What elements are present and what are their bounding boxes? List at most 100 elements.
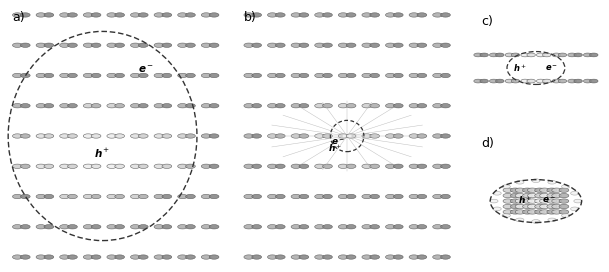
Circle shape (370, 225, 379, 229)
Circle shape (568, 79, 576, 83)
Circle shape (385, 225, 395, 229)
Circle shape (574, 79, 582, 83)
Circle shape (267, 255, 277, 259)
Circle shape (275, 225, 285, 229)
Circle shape (323, 43, 333, 47)
Circle shape (138, 255, 148, 259)
Circle shape (543, 53, 551, 57)
Circle shape (275, 13, 285, 17)
Circle shape (13, 13, 23, 17)
Circle shape (36, 225, 46, 229)
Circle shape (36, 134, 46, 138)
Circle shape (114, 255, 125, 259)
Circle shape (474, 79, 482, 83)
Circle shape (186, 225, 195, 229)
Circle shape (393, 194, 403, 199)
Circle shape (209, 73, 219, 78)
Text: e$^-$: e$^-$ (138, 64, 154, 75)
Circle shape (114, 73, 125, 78)
Circle shape (510, 193, 520, 198)
Circle shape (13, 73, 23, 78)
Circle shape (60, 225, 69, 229)
Circle shape (339, 164, 348, 168)
Circle shape (552, 79, 561, 83)
Circle shape (523, 188, 532, 192)
Circle shape (559, 204, 569, 209)
Circle shape (138, 194, 148, 199)
Circle shape (21, 104, 30, 108)
Circle shape (323, 73, 333, 78)
Circle shape (315, 134, 325, 138)
Circle shape (68, 134, 77, 138)
Circle shape (409, 43, 419, 47)
Circle shape (559, 210, 569, 214)
Circle shape (252, 43, 262, 47)
Circle shape (107, 43, 116, 47)
Circle shape (535, 188, 544, 192)
Circle shape (547, 210, 557, 214)
Circle shape (291, 255, 301, 259)
Circle shape (267, 164, 277, 168)
Circle shape (275, 194, 285, 199)
Circle shape (590, 79, 598, 83)
Circle shape (44, 43, 54, 47)
Circle shape (370, 13, 379, 17)
Circle shape (107, 73, 116, 78)
Circle shape (244, 225, 253, 229)
Circle shape (417, 134, 427, 138)
Circle shape (339, 194, 348, 199)
Circle shape (267, 225, 277, 229)
Circle shape (201, 104, 211, 108)
Circle shape (552, 210, 561, 214)
Circle shape (83, 194, 93, 199)
Circle shape (299, 43, 309, 47)
Circle shape (267, 73, 277, 78)
Circle shape (547, 193, 557, 198)
Circle shape (323, 164, 333, 168)
Circle shape (441, 164, 451, 168)
Circle shape (244, 255, 253, 259)
Circle shape (474, 53, 482, 57)
Circle shape (521, 53, 529, 57)
Circle shape (362, 134, 371, 138)
Circle shape (244, 164, 253, 168)
Circle shape (433, 134, 443, 138)
Circle shape (552, 53, 561, 57)
Circle shape (558, 79, 567, 83)
Circle shape (590, 53, 598, 57)
Circle shape (417, 104, 427, 108)
Circle shape (535, 193, 544, 198)
Circle shape (417, 164, 427, 168)
Circle shape (91, 225, 101, 229)
Circle shape (13, 225, 23, 229)
Circle shape (362, 194, 371, 199)
Circle shape (36, 43, 46, 47)
Circle shape (291, 104, 301, 108)
Circle shape (138, 134, 148, 138)
Circle shape (527, 193, 537, 198)
Circle shape (252, 164, 262, 168)
Circle shape (346, 225, 356, 229)
Circle shape (299, 164, 309, 168)
Circle shape (162, 104, 172, 108)
Circle shape (417, 13, 427, 17)
Circle shape (505, 53, 513, 57)
Circle shape (490, 79, 498, 83)
Circle shape (433, 225, 443, 229)
Circle shape (417, 225, 427, 229)
Circle shape (186, 194, 195, 199)
Circle shape (393, 255, 403, 259)
Circle shape (91, 134, 101, 138)
Circle shape (315, 164, 325, 168)
Circle shape (201, 225, 211, 229)
Circle shape (154, 164, 164, 168)
Circle shape (516, 218, 524, 222)
Circle shape (433, 13, 443, 17)
Circle shape (552, 188, 561, 192)
Circle shape (83, 134, 93, 138)
Circle shape (91, 43, 101, 47)
Circle shape (523, 210, 532, 214)
Circle shape (291, 13, 301, 17)
Circle shape (60, 134, 69, 138)
Circle shape (291, 43, 301, 47)
